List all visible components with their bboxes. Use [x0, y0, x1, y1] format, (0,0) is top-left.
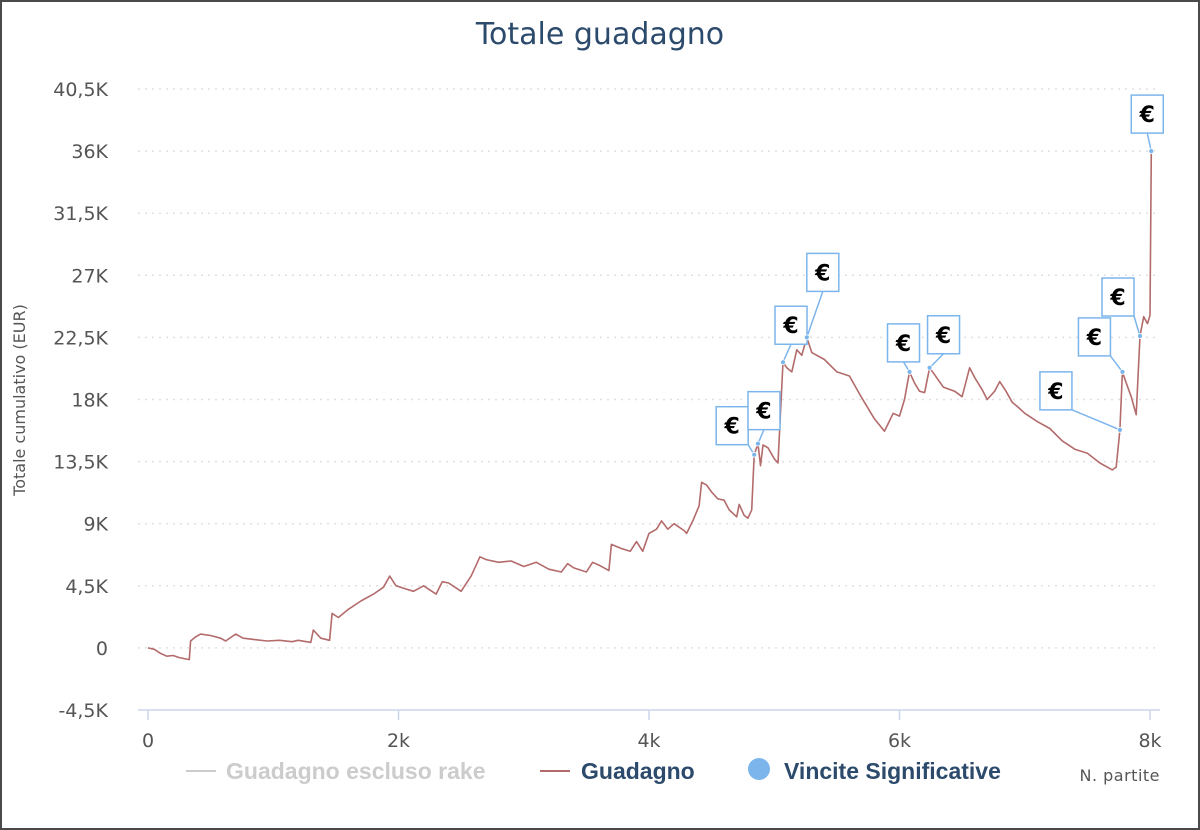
flag-point	[780, 359, 786, 366]
y-axis-label: Totale cumulativo (EUR)	[10, 304, 29, 497]
flag-point	[755, 440, 761, 447]
flag-box	[1039, 371, 1073, 411]
flag-marker: €	[774, 305, 808, 366]
x-tick-label: 0	[142, 730, 154, 752]
flag-point	[906, 368, 913, 375]
flag-label: €	[1139, 103, 1155, 128]
flag-label: €	[1047, 380, 1063, 405]
flag-point	[1117, 426, 1123, 433]
y-tick-label: 18K	[71, 390, 108, 412]
y-axis-ticks: -4,5K 0 4,5K 9K 13,5K 18K 22,5K 27K 31,5K 36K 40,5…	[53, 79, 108, 722]
flag-connector	[1109, 355, 1124, 373]
x-tick-label: 8k	[1138, 730, 1161, 752]
y-tick-label: 31,5K	[53, 203, 108, 225]
flag-label: €	[895, 332, 911, 357]
flag-box	[747, 390, 781, 431]
y-tick-label: -4,5K	[58, 700, 108, 722]
x-tick-label: 4k	[637, 730, 660, 752]
y-tick-label: 36K	[71, 141, 108, 163]
grid-lines	[138, 88, 1158, 649]
flag-point	[1137, 333, 1143, 339]
legend-marker-vincite-significative	[748, 758, 770, 780]
legend: Guadagno escluso rake Guadagno Vincite S…	[186, 758, 1001, 784]
legend-item-guadagno[interactable]: Guadagno	[540, 758, 695, 784]
flag-marker: €	[1130, 94, 1165, 155]
flag-connector	[1146, 132, 1152, 152]
flag-label: €	[724, 415, 740, 440]
x-tick-label: 6k	[888, 730, 911, 752]
legend-label-vincite-significative: Vincite Significative	[784, 758, 1001, 784]
legend-item-vincite-significative[interactable]: Vincite Significative	[748, 758, 1001, 784]
flag-label: €	[935, 324, 951, 349]
x-axis: 0 2k 4k 6k 8k	[138, 709, 1162, 752]
flag-label: €	[1086, 326, 1102, 351]
flag-marker: €	[1101, 277, 1143, 339]
y-tick-label: 13,5K	[53, 452, 108, 474]
y-tick-label: 4,5K	[65, 576, 108, 598]
flag-box	[1101, 277, 1135, 317]
flag-connector	[929, 353, 945, 369]
flag-box	[806, 252, 840, 293]
flag-label: €	[814, 261, 830, 286]
flag-point	[1119, 368, 1126, 375]
flag-point	[803, 334, 810, 341]
flag-box	[926, 315, 961, 355]
legend-label-guadagno-escluso-rake: Guadagno escluso rake	[226, 758, 485, 784]
flag-label: €	[755, 400, 771, 425]
y-tick-label: 9K	[83, 514, 108, 536]
flag-connector	[1071, 409, 1121, 431]
flag-marker: €	[803, 252, 840, 341]
flag-point	[1148, 148, 1155, 155]
flags-layer: € € € € € € € € € €	[715, 94, 1165, 458]
x-axis-label: N. partite	[1079, 766, 1160, 785]
flag-connector	[782, 343, 792, 363]
y-tick-label: 27K	[71, 265, 108, 287]
flag-marker: €	[1039, 371, 1123, 433]
series-layer	[147, 151, 1153, 661]
flag-marker: €	[1077, 317, 1126, 375]
flag-point	[926, 364, 933, 371]
y-tick-label: 0	[96, 638, 108, 660]
flag-marker: €	[747, 390, 781, 447]
y-tick-label: 40,5K	[53, 79, 108, 101]
flag-label: €	[782, 314, 798, 339]
y-tick-label: 22,5K	[53, 327, 108, 349]
flag-label: €	[1109, 286, 1125, 311]
flag-marker: €	[926, 315, 961, 371]
flag-box	[1130, 94, 1165, 134]
flag-box	[886, 323, 921, 363]
flag-box	[1077, 317, 1112, 357]
flag-connector	[806, 291, 824, 338]
flag-connector	[1133, 315, 1141, 337]
legend-item-guadagno-escluso-rake[interactable]: Guadagno escluso rake	[186, 758, 485, 784]
flag-point	[751, 451, 758, 458]
flag-box	[774, 305, 808, 345]
chart-title: Totale guadagno	[475, 17, 724, 52]
legend-label-guadagno: Guadagno	[581, 758, 695, 784]
flag-marker: €	[886, 323, 921, 375]
x-tick-label: 2k	[387, 730, 410, 752]
series-line-guadagno	[147, 151, 1153, 661]
